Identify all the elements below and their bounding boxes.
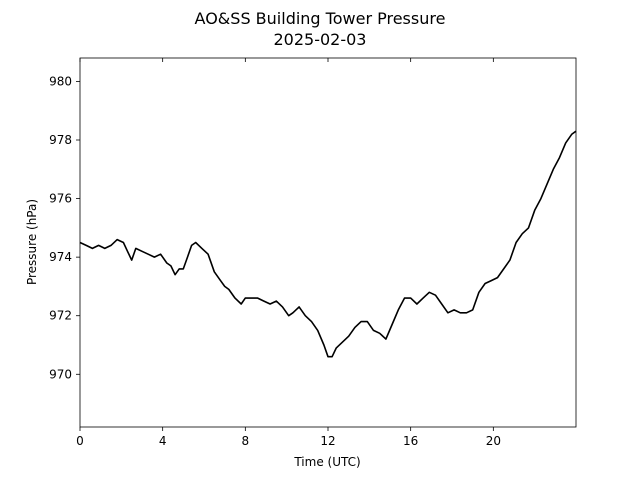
- x-tick-label: 16: [403, 434, 418, 448]
- y-tick-label: 972: [49, 309, 72, 323]
- x-tick-label: 0: [76, 434, 84, 448]
- y-tick-label: 980: [49, 74, 72, 88]
- x-tick-label: 12: [320, 434, 335, 448]
- y-tick-label: 976: [49, 192, 72, 206]
- x-tick-label: 20: [486, 434, 501, 448]
- pressure-series-line: [79, 130, 577, 358]
- plot-frame: [79, 57, 577, 428]
- x-tick-label: 4: [159, 434, 167, 448]
- x-axis-label: Time (UTC): [293, 455, 360, 469]
- y-tick-label: 978: [49, 133, 72, 147]
- chart-subtitle: 2025-02-03: [274, 30, 367, 49]
- y-axis-label: Pressure (hPa): [25, 199, 39, 285]
- y-tick-label: 974: [49, 250, 72, 264]
- x-tick-label: 8: [242, 434, 250, 448]
- chart-title: AO&SS Building Tower Pressure: [195, 9, 446, 28]
- axis-ticks: 0 4 8 12 16 20 970 972 974 976 978 980: [49, 58, 501, 448]
- y-tick-label: 970: [49, 367, 72, 381]
